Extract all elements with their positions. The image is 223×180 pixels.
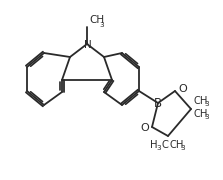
Text: CH: CH [194, 96, 208, 106]
Text: B: B [154, 96, 162, 109]
Text: C: C [161, 140, 168, 150]
Text: 3: 3 [204, 101, 209, 107]
Text: 3: 3 [204, 114, 209, 120]
Text: 3: 3 [156, 145, 161, 151]
Text: CH: CH [194, 109, 208, 119]
Text: 3: 3 [99, 22, 104, 28]
Text: O: O [140, 123, 149, 133]
Text: 3: 3 [180, 145, 185, 151]
Text: N: N [84, 40, 92, 50]
Text: CH: CH [170, 140, 184, 150]
Text: O: O [178, 84, 187, 94]
Text: CH: CH [89, 15, 104, 25]
Text: H: H [150, 140, 157, 150]
